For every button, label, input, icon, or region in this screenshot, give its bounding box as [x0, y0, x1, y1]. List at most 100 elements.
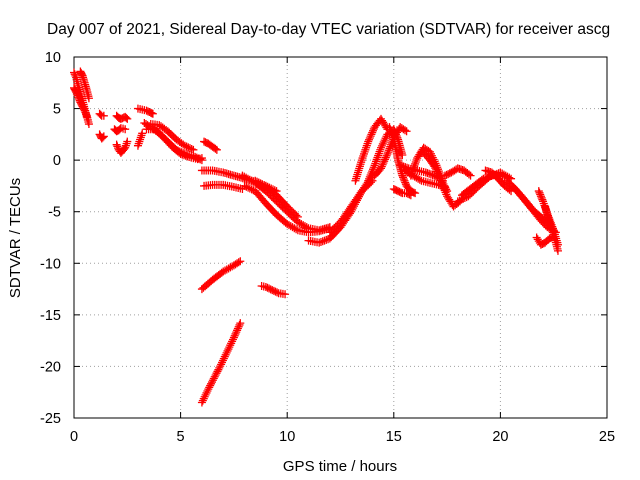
data-point — [258, 180, 267, 189]
data-point — [406, 171, 415, 180]
data-point — [371, 159, 380, 168]
data-point — [432, 165, 441, 174]
data-point — [374, 149, 383, 158]
data-series-arc-14 — [200, 137, 221, 154]
data-point — [380, 136, 389, 145]
data-point — [234, 322, 243, 331]
data-point — [207, 379, 216, 388]
data-point — [217, 360, 226, 369]
data-point — [185, 144, 194, 153]
data-series-arc-21 — [325, 176, 377, 237]
data-series-arc-26 — [389, 185, 415, 200]
data-point — [377, 141, 386, 150]
data-point — [212, 145, 221, 154]
data-point — [207, 378, 216, 387]
data-point — [439, 182, 448, 191]
data-point — [209, 374, 218, 383]
data-point — [442, 190, 451, 199]
data-point — [197, 154, 206, 163]
data-point — [234, 258, 243, 267]
y-tick-label: 0 — [53, 153, 61, 169]
data-points — [70, 67, 562, 407]
data-point — [98, 133, 107, 142]
data-series-arc-43 — [197, 319, 245, 407]
data-point — [215, 363, 224, 372]
data-point — [273, 288, 282, 297]
data-point — [372, 155, 381, 164]
data-point — [72, 89, 81, 98]
data-point — [379, 138, 388, 147]
data-point — [383, 149, 392, 158]
data-point — [366, 132, 375, 141]
data-point — [433, 169, 442, 178]
data-point — [455, 196, 464, 205]
data-point — [205, 383, 214, 392]
chart-title: Day 007 of 2021, Sidereal Day-to-day VTE… — [47, 21, 610, 38]
data-series-arc-18 — [240, 181, 334, 237]
data-point — [228, 335, 237, 344]
grid-lines — [74, 57, 607, 418]
data-point — [412, 156, 421, 165]
data-point — [378, 139, 387, 148]
data-point — [225, 343, 234, 352]
data-series-arc-31 — [436, 176, 464, 211]
x-tick-label: 5 — [177, 429, 185, 445]
data-point — [535, 188, 544, 197]
data-series-arc-32 — [440, 164, 475, 180]
data-point — [204, 385, 213, 394]
data-series-arc-22 — [351, 114, 392, 185]
data-point — [219, 354, 228, 363]
data-series-arc-42 — [257, 281, 290, 299]
data-point — [112, 140, 121, 149]
data-point — [376, 145, 385, 154]
data-series-arc-38 — [532, 232, 558, 249]
x-tick-label: 10 — [279, 429, 295, 445]
data-point — [221, 350, 230, 359]
data-point — [381, 153, 390, 162]
data-point — [457, 195, 466, 204]
data-point — [206, 381, 215, 390]
data-point — [212, 369, 221, 378]
data-point — [182, 142, 191, 151]
data-series-arc-08 — [112, 137, 132, 157]
data-point — [411, 189, 420, 198]
y-tick-label: -15 — [40, 308, 61, 324]
y-tick-label: 5 — [53, 102, 61, 118]
data-point — [70, 68, 78, 77]
data-point — [292, 225, 301, 234]
data-point — [214, 365, 223, 374]
data-point — [406, 191, 415, 200]
data-point — [74, 93, 83, 102]
data-series-arc-13 — [146, 120, 198, 154]
tick-labels: 0 5 10 15 20 25 -25 -20 -15 -10 -5 0 5 10 — [40, 50, 615, 445]
y-tick-label: -25 — [40, 411, 61, 427]
data-point — [228, 337, 237, 346]
data-series-arc-09 — [133, 104, 157, 118]
data-point — [411, 157, 420, 166]
data-point — [180, 141, 189, 150]
data-point — [245, 184, 254, 193]
data-series-arc-19 — [251, 176, 302, 221]
data-point — [398, 150, 407, 159]
data-point — [84, 94, 93, 103]
data-point — [384, 146, 393, 155]
data-point — [369, 165, 378, 174]
data-point — [227, 339, 236, 348]
data-point — [380, 157, 389, 166]
data-point — [377, 162, 386, 171]
data-point — [187, 145, 196, 154]
data-point — [82, 110, 91, 119]
data-point — [398, 171, 407, 180]
data-point — [113, 142, 122, 151]
data-point — [233, 326, 242, 335]
data-point — [439, 184, 448, 193]
data-point — [218, 356, 227, 365]
data-point — [232, 328, 241, 337]
data-point — [322, 235, 331, 244]
data-point — [409, 163, 418, 172]
x-tick-label: 0 — [70, 429, 78, 445]
data-series-arc-06 — [112, 111, 132, 123]
data-point — [211, 144, 220, 153]
data-point — [402, 127, 411, 136]
